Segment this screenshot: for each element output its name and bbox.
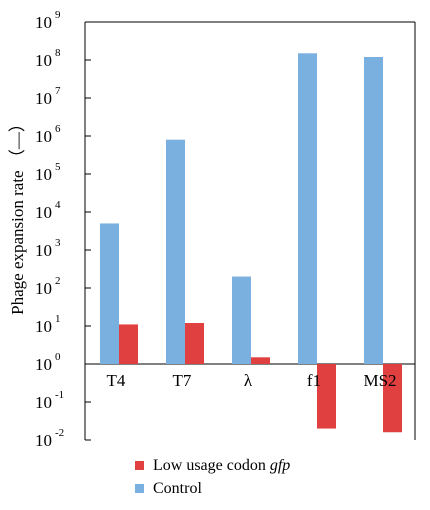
y-tick-base: 10 bbox=[35, 279, 52, 298]
y-tick-exponent: -1 bbox=[55, 389, 64, 401]
y-tick-exponent: 3 bbox=[55, 237, 61, 249]
y-tick-label: 10 3 bbox=[35, 237, 61, 260]
legend-swatch bbox=[135, 484, 144, 493]
y-tick-exponent: -2 bbox=[55, 427, 64, 439]
x-category-label: T7 bbox=[173, 371, 192, 390]
legend-label-italic: gfp bbox=[270, 457, 290, 474]
bar-low-usage-codon-gfp bbox=[185, 322, 204, 364]
y-tick-label: 10 2 bbox=[35, 275, 61, 298]
y-tick-exponent: 0 bbox=[55, 351, 61, 363]
y-tick-label: 10 -1 bbox=[35, 389, 64, 412]
y-tick-label: 10 4 bbox=[35, 199, 61, 222]
y-tick-exponent: 9 bbox=[55, 9, 61, 21]
legend-label-text: Low usage codon bbox=[153, 457, 270, 474]
y-axis-label: Phage expansion rate （—） bbox=[8, 115, 27, 315]
bar-low-usage-codon-gfp bbox=[119, 324, 138, 364]
x-category-label: λ bbox=[244, 371, 253, 390]
bar-low-usage-codon-gfp bbox=[317, 364, 336, 429]
y-tick-label: 10 6 bbox=[35, 123, 61, 146]
bar-low-usage-codon-gfp bbox=[383, 364, 402, 433]
y-tick-base: 10 bbox=[35, 165, 52, 184]
y-tick-base: 10 bbox=[35, 51, 52, 70]
y-tick-base: 10 bbox=[35, 13, 52, 32]
x-category-label: MS2 bbox=[363, 371, 396, 390]
bar-low-usage-codon-gfp bbox=[251, 357, 270, 364]
y-tick-base: 10 bbox=[35, 241, 52, 260]
y-tick-exponent: 6 bbox=[55, 123, 61, 135]
y-tick-base: 10 bbox=[35, 317, 52, 336]
y-tick-label: 10 8 bbox=[35, 47, 61, 70]
legend-label: Control bbox=[153, 480, 202, 497]
y-tick-base: 10 bbox=[35, 431, 52, 450]
y-tick-label: 10 7 bbox=[35, 85, 61, 108]
y-tick-base: 10 bbox=[35, 203, 52, 222]
y-tick-exponent: 1 bbox=[55, 313, 61, 325]
y-tick-exponent: 5 bbox=[55, 161, 61, 173]
y-tick-label: 10 5 bbox=[35, 161, 61, 184]
legend-label: Low usage codon gfp bbox=[153, 457, 290, 474]
y-tick-exponent: 7 bbox=[55, 85, 61, 97]
legend-label-text: Control bbox=[153, 480, 202, 497]
y-tick-label: 10 9 bbox=[35, 9, 61, 32]
y-tick-label: 10 -2 bbox=[35, 427, 64, 450]
y-tick-label: 10 0 bbox=[35, 351, 61, 374]
y-tick-base: 10 bbox=[35, 355, 52, 374]
bar-control bbox=[298, 53, 317, 364]
bar-control bbox=[100, 223, 119, 364]
bar-control bbox=[166, 139, 185, 364]
y-tick-exponent: 4 bbox=[55, 199, 61, 211]
y-tick-base: 10 bbox=[35, 393, 52, 412]
y-tick-base: 10 bbox=[35, 127, 52, 146]
y-tick-exponent: 8 bbox=[55, 47, 61, 59]
y-tick-label: 10 1 bbox=[35, 313, 61, 336]
x-category-label: f1 bbox=[307, 371, 321, 390]
y-tick-exponent: 2 bbox=[55, 275, 61, 287]
y-tick-base: 10 bbox=[35, 89, 52, 108]
legend-swatch bbox=[135, 461, 144, 470]
x-category-label: T4 bbox=[107, 371, 126, 390]
legend: Low usage codon gfp Control bbox=[135, 457, 290, 497]
bar-control bbox=[232, 276, 251, 364]
bar-control bbox=[364, 56, 383, 364]
